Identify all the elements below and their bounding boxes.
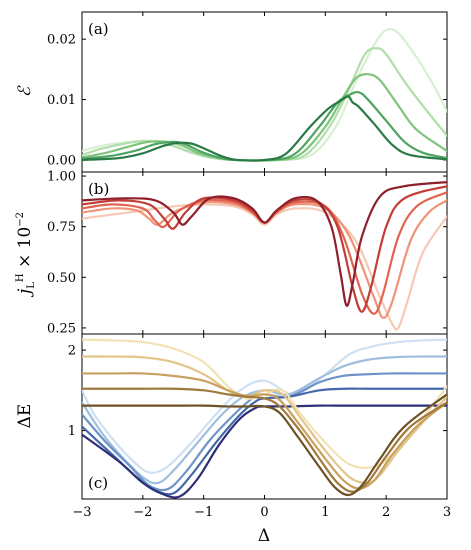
panel-a: (a) ℰ 0.00 0.01 0.02 [15,11,448,173]
panel-b-frame [81,171,448,335]
panel-b-series-line-1 [82,203,447,331]
panel-c-xtick-label: 3 [443,505,451,520]
panel-c-xtick-label: −3 [72,505,91,520]
panel-a-ytick-label: 0.00 [47,153,76,168]
panel-a-ytick-label: 0.01 [47,93,76,108]
panel-b-yticks: 0.25 0.50 0.75 1.00 [47,170,447,336]
panel-c-ytick-label: 2 [68,344,76,359]
panel-c-xtick-label: 0 [260,505,268,520]
panel-b-ytick-label: 0.50 [47,271,76,286]
panel-b-series [82,181,447,331]
panel-b-series-line-5 [82,181,447,307]
panel-c-ytick-label: 1 [68,424,76,439]
panel-b-ytick-label: 0.25 [47,321,76,336]
panel-b-series-line-4 [82,185,447,313]
panel-a-frame [81,11,448,173]
panel-c-series-line-7 [82,355,447,485]
panel-c-xtick-label: 1 [321,505,329,520]
panel-c-series-line-8 [82,372,447,490]
panel-a-tag: (a) [88,20,109,38]
panel-a-xticks [81,12,448,172]
panel-c: (c) ΔE 12 −3 −2 −1 0 1 2 3 Δ [15,333,451,546]
panel-c-ylabel: ΔE [15,404,35,429]
panel-a-yticks: 0.00 0.01 0.02 [47,33,447,168]
panel-b-tag: (b) [88,180,109,198]
panel-c-xtick-label: −2 [133,505,152,520]
panel-c-series-line-10 [82,393,447,497]
panel-c-yticks: 12 [68,344,447,439]
panel-c-xticks: −3 −2 −1 0 1 2 3 [72,334,451,520]
panel-a-ylabel: ℰ [15,85,35,97]
panel-b: (b) jLH × 10−2 0.25 0.50 0.75 1.00 [15,170,448,336]
panel-c-xtick-label: −1 [194,505,213,520]
panel-c-tag: (c) [88,474,108,492]
panel-a-series [82,27,447,162]
panel-c-series-line-5 [82,404,447,499]
panel-a-series-line-3 [82,73,447,162]
panel-a-series-line-4 [82,91,447,162]
panel-c-xlabel: Δ [258,526,270,546]
panel-c-series-line-9 [82,387,447,493]
panel-a-ytick-label: 0.02 [47,33,76,48]
panel-c-series [82,338,447,499]
panel-b-ylabel: jLH × 10−2 [15,212,37,298]
panel-c-series-line-1 [82,338,447,474]
panel-b-ytick-label: 0.75 [47,220,76,235]
panel-a-series-line-5 [82,95,447,162]
panel-b-ytick-label: 1.00 [47,170,76,185]
panel-c-xtick-label: 2 [382,505,390,520]
panel-b-xticks [81,172,448,334]
